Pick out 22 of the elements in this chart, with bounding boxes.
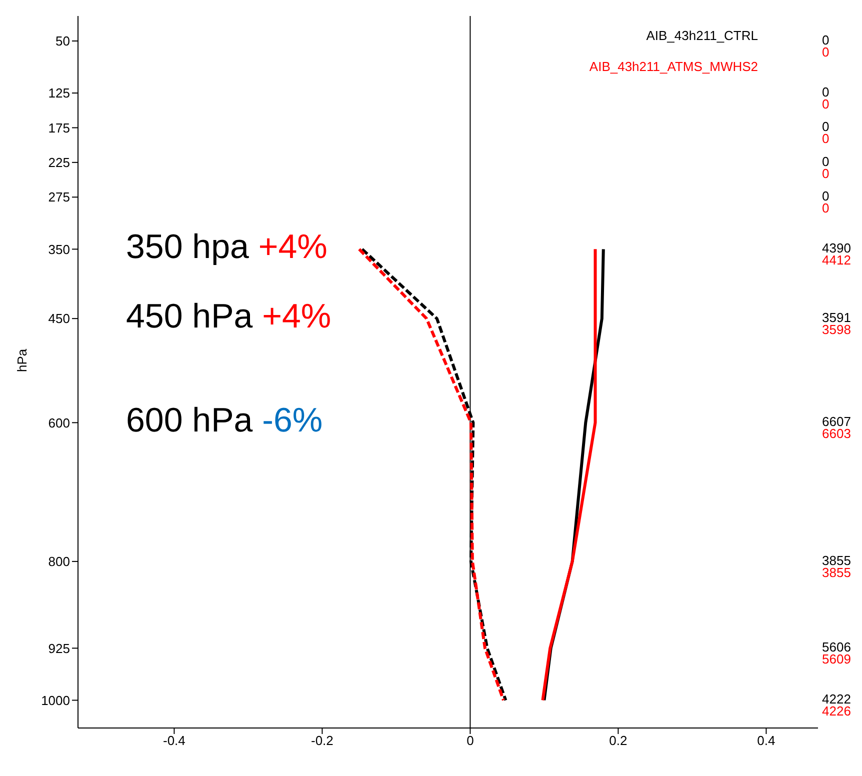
y-tick-label: 1000 — [41, 692, 70, 708]
y-tick-label: 800 — [48, 554, 70, 570]
annotation: 600 hPa -6% — [126, 402, 323, 440]
annotation: 450 hPa +4% — [126, 298, 332, 336]
text: AIB_43h211_ATMS_MWHS2 — [589, 59, 758, 74]
x-tick-label: 0.4 — [757, 733, 776, 748]
y-tick-label: 225 — [48, 155, 70, 170]
y-tick-label: 175 — [48, 120, 70, 136]
annotation: 350 hpa +4% — [126, 228, 328, 266]
text: AIB_43h211_CTRL — [645, 28, 758, 43]
y-tick-label: 450 — [48, 311, 70, 326]
y-tick-label: 125 — [48, 86, 70, 101]
x-tick-label: -0.4 — [162, 733, 186, 748]
y-tick-label: 600 — [48, 415, 70, 430]
x-tick-label: -0.2 — [310, 733, 334, 748]
y-tick-label: 50 — [56, 34, 70, 49]
y-axis-title: hPa — [14, 348, 30, 372]
y-tick-label: 275 — [48, 190, 70, 205]
y-tick-label: 350 — [48, 242, 70, 257]
y-tick-label: 925 — [48, 640, 70, 656]
x-tick-label: 0 — [466, 733, 474, 748]
x-tick-label: 0.2 — [609, 733, 628, 748]
